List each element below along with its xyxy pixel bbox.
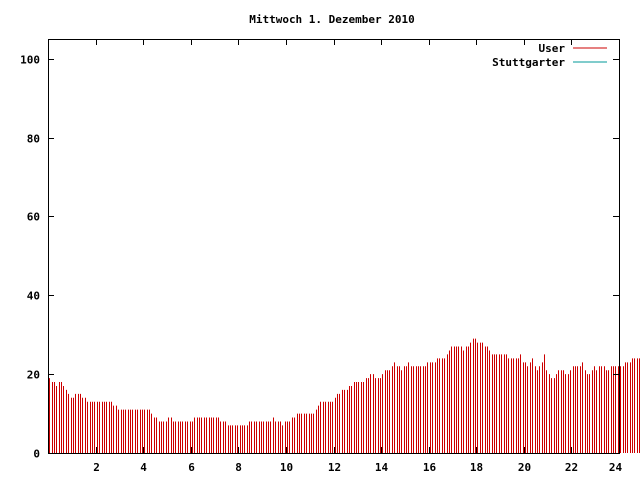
chart-title: Mittwoch 1. Dezember 2010 bbox=[249, 13, 415, 26]
y-tick-label: 0 bbox=[33, 448, 40, 461]
x-tick-label: 20 bbox=[518, 461, 531, 474]
x-tick-label: 8 bbox=[235, 461, 242, 474]
user-bars bbox=[49, 338, 640, 453]
y-tick-label: 60 bbox=[27, 211, 40, 224]
x-tick-label: 4 bbox=[140, 461, 147, 474]
x-tick-label: 24 bbox=[609, 461, 623, 474]
x-tick-label: 16 bbox=[423, 461, 437, 474]
x-tick-label: 18 bbox=[470, 461, 483, 474]
plot-border bbox=[48, 39, 620, 454]
x-tick-label: 10 bbox=[280, 461, 293, 474]
x-tick-label: 22 bbox=[565, 461, 578, 474]
x-tick-label: 14 bbox=[375, 461, 389, 474]
legend-label-stuttgarter: Stuttgarter bbox=[492, 56, 565, 69]
legend-label-user: User bbox=[539, 42, 566, 55]
y-tick-label: 20 bbox=[27, 369, 40, 382]
x-tick-label: 12 bbox=[328, 461, 341, 474]
axes bbox=[48, 39, 620, 454]
x-tick-label: 2 bbox=[93, 461, 100, 474]
y-tick-label: 100 bbox=[20, 54, 40, 67]
legend: User Stuttgarter bbox=[492, 42, 607, 69]
y-tick-label: 40 bbox=[27, 290, 40, 303]
x-tick-label: 6 bbox=[188, 461, 195, 474]
y-tick-label: 80 bbox=[27, 133, 40, 146]
